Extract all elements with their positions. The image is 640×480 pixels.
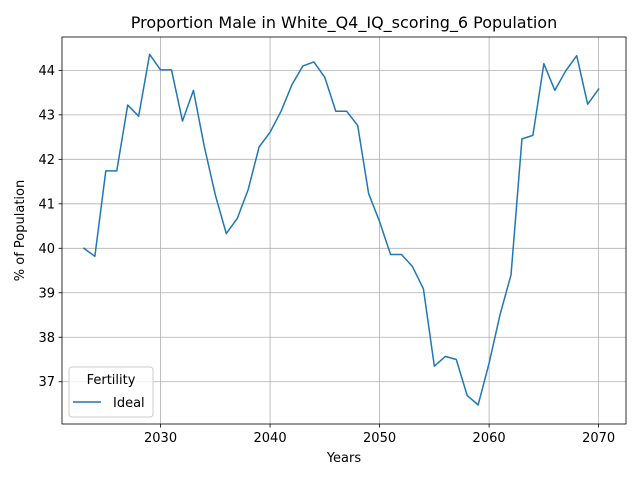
x-tick-label: 2070 xyxy=(582,431,615,446)
y-tick-label: 38 xyxy=(38,331,55,346)
y-tick-label: 41 xyxy=(38,197,55,212)
x-tick-label: 2030 xyxy=(144,431,177,446)
y-axis-label: % of Population xyxy=(13,180,28,281)
legend-box xyxy=(68,366,154,418)
y-tick-label: 44 xyxy=(38,64,55,79)
x-axis-label: Years xyxy=(326,451,362,466)
grid xyxy=(62,37,626,424)
y-tick-label: 40 xyxy=(38,242,55,257)
y-tick-label: 43 xyxy=(38,108,55,123)
y-axis-ticks: 37 38 39 40 41 42 43 44 xyxy=(38,64,62,390)
legend: Fertility Ideal xyxy=(68,366,154,418)
legend-entry-ideal: Ideal xyxy=(113,396,145,411)
y-tick-label: 42 xyxy=(38,153,55,168)
series-line-ideal xyxy=(82,53,600,406)
chart-title: Proportion Male in White_Q4_IQ_scoring_6… xyxy=(131,13,557,33)
x-tick-label: 2050 xyxy=(363,431,396,446)
x-tick-label: 2040 xyxy=(254,431,287,446)
x-axis-ticks: 2030 2040 2050 2060 2070 xyxy=(144,424,615,446)
y-tick-label: 39 xyxy=(38,286,55,301)
x-tick-label: 2060 xyxy=(473,431,506,446)
legend-title: Fertility xyxy=(87,373,136,388)
series-layer xyxy=(82,53,600,406)
y-tick-label: 37 xyxy=(38,375,55,390)
plot-frame xyxy=(61,36,627,425)
